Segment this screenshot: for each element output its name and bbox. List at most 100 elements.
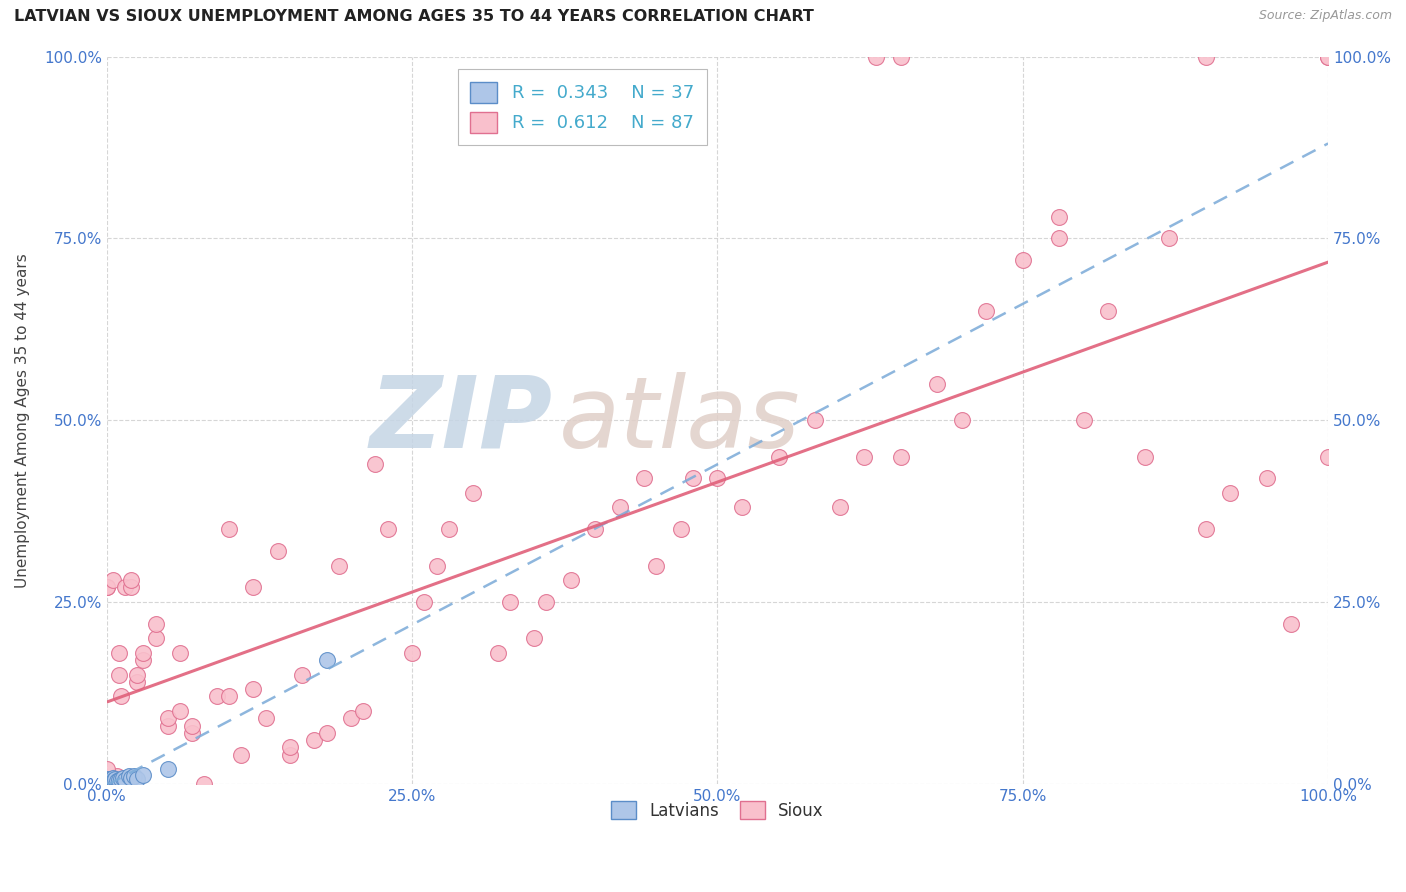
Point bbox=[96, 777, 118, 791]
Point bbox=[950, 413, 973, 427]
Point bbox=[96, 775, 118, 789]
Point bbox=[96, 777, 118, 791]
Point bbox=[96, 777, 118, 791]
Point bbox=[205, 690, 228, 704]
Point bbox=[340, 711, 363, 725]
Point bbox=[1049, 231, 1071, 245]
Point bbox=[560, 573, 582, 587]
Point bbox=[132, 768, 155, 782]
Point bbox=[242, 682, 264, 697]
Point bbox=[96, 773, 118, 788]
Text: ZIP: ZIP bbox=[370, 372, 553, 468]
Point bbox=[111, 771, 134, 785]
Point bbox=[890, 50, 912, 64]
Point bbox=[1133, 450, 1156, 464]
Point bbox=[315, 653, 337, 667]
Point bbox=[96, 777, 118, 791]
Point bbox=[114, 581, 136, 595]
Point bbox=[1011, 253, 1033, 268]
Point bbox=[156, 711, 179, 725]
Point bbox=[1219, 486, 1241, 500]
Point bbox=[315, 726, 337, 740]
Point bbox=[865, 50, 887, 64]
Point bbox=[96, 772, 118, 787]
Point bbox=[105, 773, 128, 788]
Point bbox=[828, 500, 851, 515]
Point bbox=[118, 769, 141, 783]
Point bbox=[437, 522, 460, 536]
Point bbox=[413, 595, 436, 609]
Point bbox=[1256, 471, 1278, 485]
Point bbox=[132, 646, 155, 660]
Point bbox=[98, 774, 121, 789]
Legend: Latvians, Sioux: Latvians, Sioux bbox=[605, 794, 830, 826]
Point bbox=[377, 522, 399, 536]
Point bbox=[96, 777, 118, 791]
Point bbox=[110, 690, 132, 704]
Point bbox=[145, 616, 167, 631]
Point bbox=[101, 774, 124, 789]
Point bbox=[96, 777, 118, 791]
Point bbox=[927, 376, 949, 391]
Point bbox=[1281, 616, 1303, 631]
Y-axis label: Unemployment Among Ages 35 to 44 years: Unemployment Among Ages 35 to 44 years bbox=[15, 252, 30, 588]
Point bbox=[1317, 50, 1340, 64]
Point bbox=[122, 769, 145, 783]
Point bbox=[103, 773, 125, 788]
Point bbox=[108, 667, 131, 681]
Point bbox=[101, 771, 124, 785]
Point bbox=[104, 772, 127, 787]
Point bbox=[96, 777, 118, 791]
Point bbox=[101, 573, 124, 587]
Point bbox=[583, 522, 606, 536]
Text: atlas: atlas bbox=[558, 372, 800, 468]
Point bbox=[1073, 413, 1095, 427]
Point bbox=[242, 581, 264, 595]
Point bbox=[853, 450, 876, 464]
Point bbox=[169, 704, 191, 718]
Point bbox=[169, 646, 191, 660]
Point bbox=[364, 457, 387, 471]
Text: Source: ZipAtlas.com: Source: ZipAtlas.com bbox=[1258, 9, 1392, 22]
Text: LATVIAN VS SIOUX UNEMPLOYMENT AMONG AGES 35 TO 44 YEARS CORRELATION CHART: LATVIAN VS SIOUX UNEMPLOYMENT AMONG AGES… bbox=[14, 9, 814, 24]
Point bbox=[96, 581, 118, 595]
Point bbox=[768, 450, 790, 464]
Point bbox=[254, 711, 277, 725]
Point bbox=[193, 777, 215, 791]
Point bbox=[1097, 304, 1119, 318]
Point bbox=[682, 471, 704, 485]
Point bbox=[120, 581, 142, 595]
Point bbox=[278, 740, 301, 755]
Point bbox=[291, 667, 314, 681]
Point bbox=[1159, 231, 1181, 245]
Point bbox=[145, 632, 167, 646]
Point bbox=[486, 646, 509, 660]
Point bbox=[1317, 450, 1340, 464]
Point bbox=[108, 646, 131, 660]
Point bbox=[96, 777, 118, 791]
Point bbox=[669, 522, 692, 536]
Point bbox=[156, 718, 179, 732]
Point bbox=[105, 769, 128, 783]
Point bbox=[120, 573, 142, 587]
Point bbox=[108, 777, 131, 791]
Point bbox=[645, 558, 668, 573]
Point bbox=[1195, 522, 1218, 536]
Point bbox=[609, 500, 631, 515]
Point bbox=[523, 632, 546, 646]
Point bbox=[804, 413, 827, 427]
Point bbox=[181, 726, 204, 740]
Point bbox=[499, 595, 522, 609]
Point bbox=[132, 653, 155, 667]
Point bbox=[1317, 50, 1340, 64]
Point bbox=[100, 773, 122, 788]
Point bbox=[127, 667, 149, 681]
Point bbox=[127, 675, 149, 690]
Point bbox=[98, 777, 121, 791]
Point bbox=[352, 704, 374, 718]
Point bbox=[127, 772, 149, 786]
Point bbox=[114, 773, 136, 788]
Point bbox=[96, 762, 118, 776]
Point bbox=[96, 777, 118, 791]
Point bbox=[1049, 210, 1071, 224]
